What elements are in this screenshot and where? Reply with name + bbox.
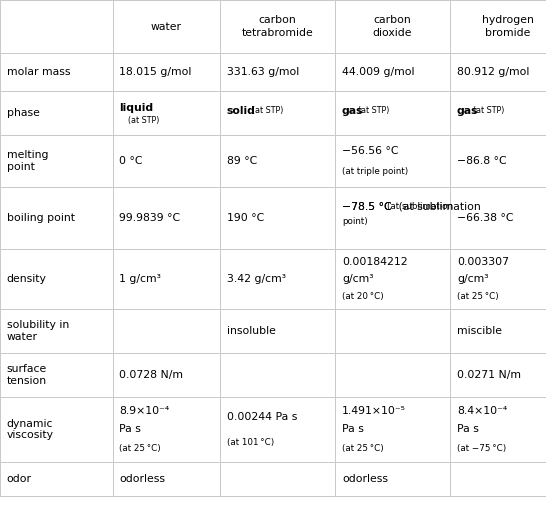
Text: point): point) (342, 217, 367, 225)
Text: g/cm³: g/cm³ (342, 274, 373, 284)
Text: gas: gas (457, 106, 478, 116)
Text: miscible: miscible (457, 326, 502, 336)
Text: surface
tension: surface tension (7, 364, 47, 386)
Text: 190 °C: 190 °C (227, 213, 264, 223)
Text: (at STP): (at STP) (473, 106, 505, 115)
Text: boiling point: boiling point (7, 213, 75, 223)
Text: (at STP): (at STP) (358, 106, 389, 115)
Text: phase: phase (7, 108, 40, 118)
Text: hydrogen
bromide: hydrogen bromide (482, 15, 534, 38)
Text: (at 25 °C): (at 25 °C) (342, 444, 384, 453)
Text: 80.912 g/mol: 80.912 g/mol (457, 67, 529, 77)
Text: melting
point: melting point (7, 150, 48, 172)
Text: insoluble: insoluble (227, 326, 276, 336)
Text: 0.003307: 0.003307 (457, 257, 509, 267)
Text: 1 g/cm³: 1 g/cm³ (120, 274, 161, 284)
Text: 0.0728 N/m: 0.0728 N/m (120, 370, 183, 380)
Text: liquid: liquid (120, 103, 153, 113)
Text: 0.00244 Pa s: 0.00244 Pa s (227, 411, 297, 422)
Text: (at sublimation: (at sublimation (387, 202, 453, 212)
Text: −56.56 °C: −56.56 °C (342, 146, 399, 156)
Text: odorless: odorless (342, 474, 388, 484)
Text: 0.0271 N/m: 0.0271 N/m (457, 370, 521, 380)
Text: (at STP): (at STP) (128, 117, 159, 125)
Text: 18.015 g/mol: 18.015 g/mol (120, 67, 192, 77)
Text: 8.4×10⁻⁴: 8.4×10⁻⁴ (457, 406, 507, 416)
Text: (at −75 °C): (at −75 °C) (457, 444, 506, 453)
Text: Pa s: Pa s (457, 425, 479, 434)
Text: molar mass: molar mass (7, 67, 70, 77)
Text: carbon
tetrabromide: carbon tetrabromide (242, 15, 313, 38)
Text: (at triple point): (at triple point) (342, 167, 408, 176)
Text: (at 25 °C): (at 25 °C) (120, 444, 161, 453)
Text: Pa s: Pa s (342, 425, 364, 434)
Text: 0.00184212: 0.00184212 (342, 257, 407, 267)
Text: −78.5 °C: −78.5 °C (342, 202, 391, 212)
Text: dynamic
viscosity: dynamic viscosity (7, 419, 54, 440)
Text: (at STP): (at STP) (252, 106, 283, 115)
Text: −66.38 °C: −66.38 °C (457, 213, 513, 223)
Text: Pa s: Pa s (120, 425, 141, 434)
Text: 99.9839 °C: 99.9839 °C (120, 213, 181, 223)
Text: odorless: odorless (120, 474, 165, 484)
Text: carbon
dioxide: carbon dioxide (373, 15, 412, 38)
Text: −86.8 °C: −86.8 °C (457, 156, 507, 166)
Text: 1.491×10⁻⁵: 1.491×10⁻⁵ (342, 406, 406, 416)
Text: −78.5 °C  (at sublimation: −78.5 °C (at sublimation (342, 202, 480, 212)
Text: 331.63 g/mol: 331.63 g/mol (227, 67, 299, 77)
Text: 89 °C: 89 °C (227, 156, 257, 166)
Text: gas: gas (342, 106, 364, 116)
Text: 44.009 g/mol: 44.009 g/mol (342, 67, 414, 77)
Text: water: water (151, 21, 182, 32)
Text: solid: solid (227, 106, 256, 116)
Text: (at 25 °C): (at 25 °C) (457, 292, 498, 300)
Text: 3.42 g/cm³: 3.42 g/cm³ (227, 274, 286, 284)
Text: 8.9×10⁻⁴: 8.9×10⁻⁴ (120, 406, 170, 416)
Text: density: density (7, 274, 46, 284)
Text: odor: odor (7, 474, 32, 484)
Text: g/cm³: g/cm³ (457, 274, 489, 284)
Text: (at 20 °C): (at 20 °C) (342, 292, 384, 300)
Text: solubility in
water: solubility in water (7, 320, 69, 342)
Text: 0 °C: 0 °C (120, 156, 143, 166)
Text: (at 101 °C): (at 101 °C) (227, 438, 274, 447)
